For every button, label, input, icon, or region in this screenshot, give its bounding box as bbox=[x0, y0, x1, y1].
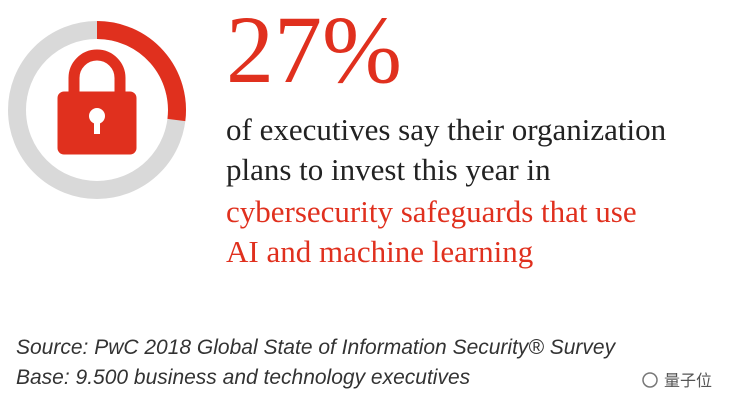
statement-line: of executives say their organization bbox=[226, 112, 667, 147]
base: Base: 9.500 business and technology exec… bbox=[16, 366, 471, 389]
highlight-line: cybersecurity safeguards that use bbox=[226, 194, 637, 229]
watermark: 量子位 bbox=[664, 372, 712, 390]
source: Source: PwC 2018 Global State of Informa… bbox=[16, 336, 617, 359]
statement-line: plans to invest this year in bbox=[226, 152, 551, 187]
lock-icon bbox=[57, 49, 137, 155]
watermark-icon bbox=[642, 372, 658, 388]
stat-label: 27% bbox=[226, 0, 402, 103]
ring-progress bbox=[96, 21, 186, 122]
highlight-line: AI and machine learning bbox=[226, 234, 533, 269]
